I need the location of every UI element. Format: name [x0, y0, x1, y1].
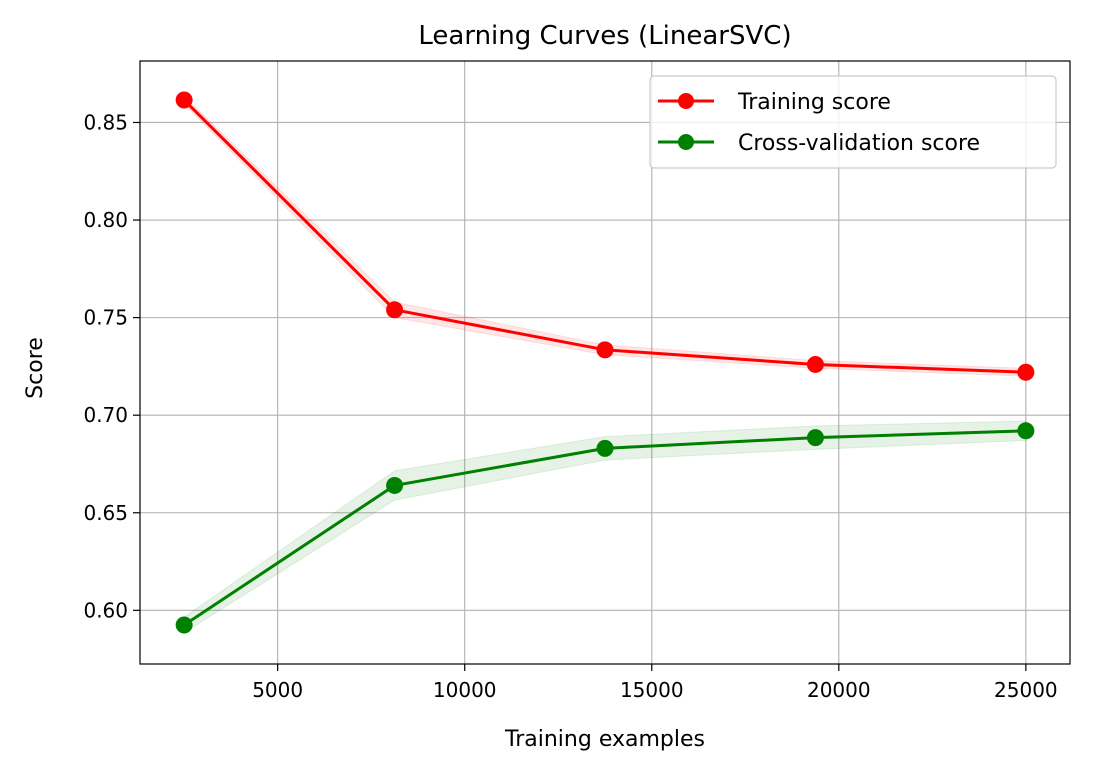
point-cv	[386, 476, 404, 494]
chart-title: Learning Curves (LinearSVC)	[418, 21, 791, 51]
x-axis-label: Training examples	[504, 727, 705, 752]
series-markers	[175, 91, 1035, 634]
point-training	[1017, 363, 1035, 381]
legend: Training score Cross-validation score	[649, 75, 1057, 169]
x-tick-label: 10000	[433, 678, 497, 702]
y-tick-label: 0.70	[83, 403, 128, 427]
legend-box	[649, 75, 1057, 169]
point-training	[806, 355, 824, 373]
y-tick-label: 0.75	[83, 306, 128, 330]
point-training	[175, 91, 193, 109]
point-cv	[596, 439, 614, 457]
y-axis-ticks: 0.60 0.65 0.70 0.75 0.80 0.85	[83, 110, 140, 622]
x-axis-ticks: 5000 10000 15000 20000 25000	[252, 664, 1058, 702]
x-tick-label: 20000	[807, 678, 871, 702]
legend-marker-training	[678, 93, 694, 109]
point-cv	[175, 616, 193, 634]
y-tick-label: 0.65	[83, 501, 128, 525]
y-tick-label: 0.80	[83, 208, 128, 232]
y-tick-label: 0.85	[83, 110, 128, 134]
legend-label-cv: Cross-validation score	[738, 131, 980, 156]
x-tick-label: 25000	[994, 678, 1058, 702]
point-training	[596, 341, 614, 359]
legend-marker-cv	[678, 134, 694, 150]
y-tick-label: 0.60	[83, 598, 128, 622]
x-tick-label: 15000	[620, 678, 684, 702]
point-training	[386, 301, 404, 319]
band-cv	[183, 420, 1027, 634]
y-axis-label: Score	[23, 337, 48, 399]
point-cv	[806, 429, 824, 447]
legend-label-training: Training score	[737, 90, 891, 115]
x-tick-label: 5000	[252, 678, 303, 702]
plot-frame	[139, 60, 1071, 665]
point-cv	[1017, 422, 1035, 440]
